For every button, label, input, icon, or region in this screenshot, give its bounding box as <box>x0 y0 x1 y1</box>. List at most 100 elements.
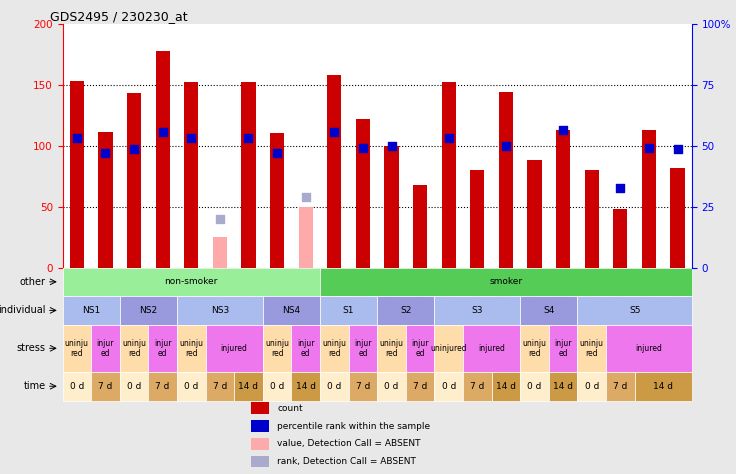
Text: injur
ed: injur ed <box>354 338 372 358</box>
Text: NS2: NS2 <box>139 306 158 315</box>
Bar <box>120 296 177 325</box>
Bar <box>177 296 263 325</box>
Bar <box>578 372 606 401</box>
Text: 14 d: 14 d <box>238 382 258 391</box>
Point <box>271 149 283 157</box>
Text: other: other <box>19 277 46 287</box>
Bar <box>349 325 377 372</box>
Text: value, Detection Call = ABSENT: value, Detection Call = ABSENT <box>277 439 420 448</box>
Text: injur
ed: injur ed <box>154 338 171 358</box>
Point <box>243 135 255 142</box>
Text: injur
ed: injur ed <box>554 338 572 358</box>
Bar <box>291 372 320 401</box>
Text: injured: injured <box>635 344 662 353</box>
Point <box>615 184 626 192</box>
Bar <box>355 119 370 267</box>
Bar <box>499 92 513 267</box>
Text: uninju
red: uninju red <box>180 338 203 358</box>
Bar <box>205 325 263 372</box>
Text: 7 d: 7 d <box>99 382 113 391</box>
Text: S5: S5 <box>629 306 640 315</box>
Point <box>500 142 512 149</box>
Point <box>386 142 397 149</box>
Point <box>557 126 569 134</box>
Bar <box>578 325 606 372</box>
Text: NS1: NS1 <box>82 306 100 315</box>
Bar <box>120 325 149 372</box>
Text: uninju
red: uninju red <box>523 338 547 358</box>
Bar <box>70 81 84 267</box>
Text: 14 d: 14 d <box>496 382 516 391</box>
Text: uninju
red: uninju red <box>265 338 289 358</box>
Bar <box>384 146 399 267</box>
Bar <box>251 456 269 467</box>
Text: 0 d: 0 d <box>70 382 84 391</box>
Point <box>71 135 82 142</box>
Bar <box>213 237 227 267</box>
Text: non-smoker: non-smoker <box>165 277 218 286</box>
Bar <box>63 267 320 296</box>
Bar <box>642 130 656 267</box>
Bar <box>406 325 434 372</box>
Bar <box>470 170 484 267</box>
Point <box>214 215 226 223</box>
Point <box>128 146 140 153</box>
Text: 7 d: 7 d <box>355 382 370 391</box>
Bar <box>556 130 570 267</box>
Text: S4: S4 <box>543 306 554 315</box>
Bar <box>406 372 434 401</box>
Bar <box>549 325 578 372</box>
Text: uninju
red: uninju red <box>65 338 89 358</box>
Bar <box>520 296 578 325</box>
Text: smoker: smoker <box>489 277 523 286</box>
Text: GDS2495 / 230230_at: GDS2495 / 230230_at <box>50 9 188 23</box>
Bar <box>320 267 692 296</box>
Bar <box>263 325 291 372</box>
Text: injured: injured <box>221 344 247 353</box>
Text: uninjured: uninjured <box>431 344 467 353</box>
Text: 0 d: 0 d <box>327 382 342 391</box>
Text: 0 d: 0 d <box>184 382 199 391</box>
Point <box>328 128 340 136</box>
Text: NS4: NS4 <box>283 306 300 315</box>
Bar <box>149 372 177 401</box>
Bar <box>320 372 349 401</box>
Text: 0 d: 0 d <box>127 382 141 391</box>
Text: injured: injured <box>478 344 505 353</box>
Bar <box>184 82 199 267</box>
Bar <box>606 372 634 401</box>
Bar <box>670 168 684 267</box>
Text: injur
ed: injur ed <box>96 338 114 358</box>
Text: 7 d: 7 d <box>155 382 170 391</box>
Bar <box>213 237 227 267</box>
Bar <box>549 372 578 401</box>
Bar <box>251 438 269 450</box>
Bar <box>234 372 263 401</box>
Text: 0 d: 0 d <box>384 382 399 391</box>
Text: injur
ed: injur ed <box>297 338 314 358</box>
Text: percentile rank within the sample: percentile rank within the sample <box>277 421 431 430</box>
Text: rank, Detection Call = ABSENT: rank, Detection Call = ABSENT <box>277 457 416 466</box>
Bar <box>155 51 170 267</box>
Bar <box>63 372 91 401</box>
Bar <box>63 325 91 372</box>
Point <box>99 149 111 157</box>
Text: uninju
red: uninju red <box>122 338 146 358</box>
Bar <box>177 372 205 401</box>
Bar <box>520 325 549 372</box>
Text: NS3: NS3 <box>210 306 229 315</box>
Bar <box>263 296 320 325</box>
Text: 14 d: 14 d <box>553 382 573 391</box>
Bar <box>149 325 177 372</box>
Bar <box>606 325 692 372</box>
Text: S1: S1 <box>343 306 354 315</box>
Text: 0 d: 0 d <box>270 382 284 391</box>
Bar <box>634 372 692 401</box>
Bar <box>205 372 234 401</box>
Bar <box>442 82 456 267</box>
Text: time: time <box>24 381 46 391</box>
Text: 7 d: 7 d <box>213 382 227 391</box>
Bar <box>320 296 377 325</box>
Text: 7 d: 7 d <box>413 382 428 391</box>
Text: 7 d: 7 d <box>613 382 628 391</box>
